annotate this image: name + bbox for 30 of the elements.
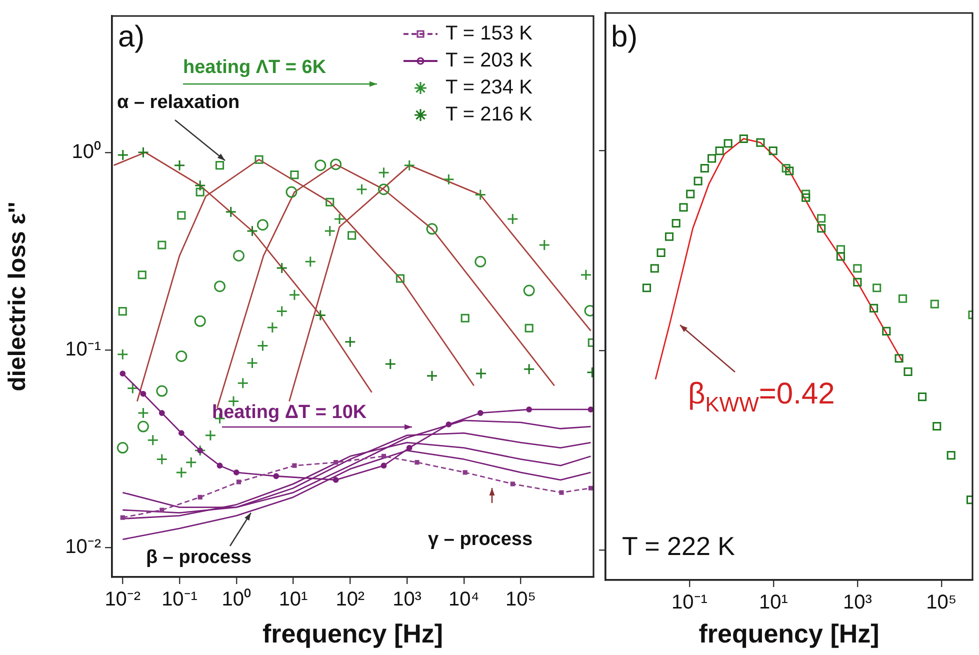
x-tick-label: 10³ (842, 592, 872, 614)
x-tick-label: 10⁵ (926, 592, 957, 614)
x-tick-label: 10¹ (278, 588, 308, 611)
y-tick-label: 10⁰ (72, 140, 101, 163)
x-tick-label: 10² (336, 588, 365, 611)
annotation: b) (611, 20, 638, 54)
x-axis-title: frequency [Hz] (698, 618, 880, 649)
x-tick-label: 10⁴ (448, 588, 480, 611)
annotation: β – process (146, 547, 252, 568)
annotation: α – relaxation (117, 92, 240, 114)
annotation: a) (118, 20, 145, 54)
y-axis-title: dielectric loss ε'' (4, 202, 32, 392)
x-axis-title: frequency [Hz] (262, 618, 444, 649)
y-tick-label: 10⁻² (65, 536, 102, 558)
x-tick-label: 10⁵ (505, 588, 536, 611)
annotation: T = 222 K (622, 531, 736, 562)
x-tick-label: 10³ (392, 588, 422, 611)
legend-label: T = 216 K (446, 104, 534, 126)
legend-label: T = 203 K (446, 50, 534, 72)
x-tick-label: 10⁻¹ (672, 592, 708, 614)
annotation: γ – process (428, 529, 533, 550)
annotation: heating ΔT = 10K (212, 402, 367, 424)
x-tick-label: 10⁻² (104, 588, 141, 611)
legend-label: T = 153 K (446, 22, 534, 45)
y-tick-label: 10⁻¹ (65, 338, 102, 361)
annotation: heating ΛT = 6K (183, 57, 326, 78)
x-tick-label: 10⁰ (222, 588, 252, 611)
x-tick-label: 10¹ (759, 592, 788, 614)
x-tick-label: 10⁻¹ (162, 588, 198, 611)
legend-label: T = 234 K (446, 76, 534, 99)
